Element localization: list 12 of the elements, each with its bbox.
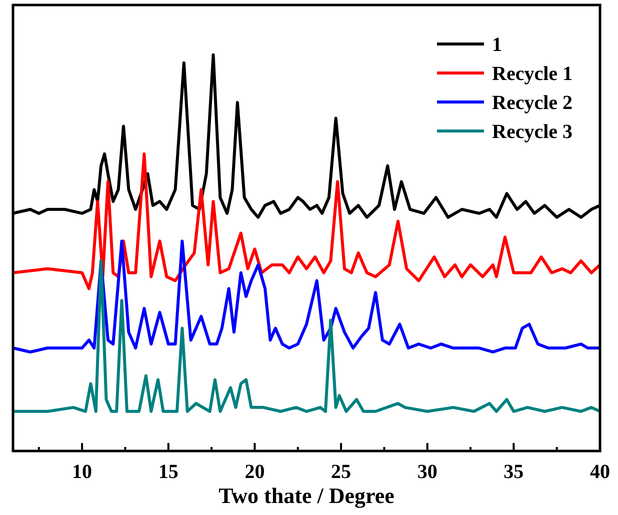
x-tick-label: 40: [590, 461, 610, 483]
legend-label: 1: [492, 34, 502, 56]
x-tick-label: 30: [417, 461, 438, 483]
x-tick-label: 35: [504, 461, 524, 483]
x-tick-label: 20: [244, 461, 265, 483]
x-tick-label: 25: [331, 461, 352, 483]
x-tick-label: 10: [72, 461, 92, 483]
legend-label: Recycle 2: [492, 92, 573, 114]
legend-label: Recycle 3: [492, 121, 573, 143]
x-axis-title: Two thate / Degree: [218, 483, 395, 508]
legend-label: Recycle 1: [492, 63, 573, 85]
x-tick-label: 15: [158, 461, 178, 483]
